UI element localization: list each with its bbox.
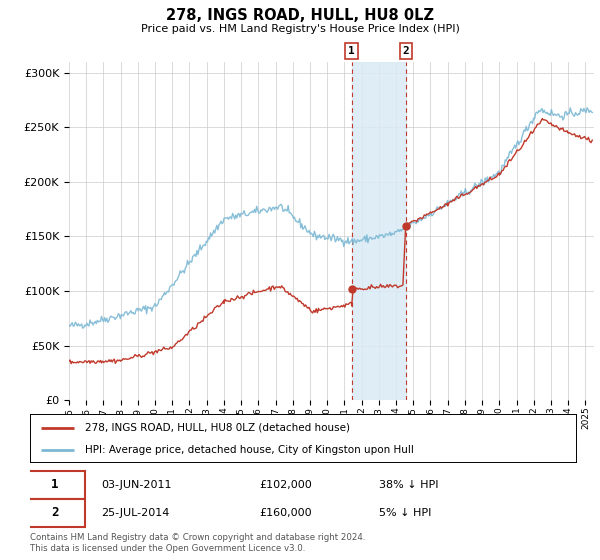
Text: £102,000: £102,000 [259, 480, 312, 490]
Text: 2: 2 [403, 46, 409, 56]
Text: Price paid vs. HM Land Registry's House Price Index (HPI): Price paid vs. HM Land Registry's House … [140, 24, 460, 34]
Text: 03-JUN-2011: 03-JUN-2011 [101, 480, 172, 490]
Text: 2: 2 [51, 506, 58, 520]
Text: 1: 1 [51, 478, 58, 492]
Text: 25-JUL-2014: 25-JUL-2014 [101, 508, 169, 518]
Text: 278, INGS ROAD, HULL, HU8 0LZ: 278, INGS ROAD, HULL, HU8 0LZ [166, 8, 434, 24]
FancyBboxPatch shape [25, 500, 85, 526]
Text: Contains HM Land Registry data © Crown copyright and database right 2024.
This d: Contains HM Land Registry data © Crown c… [30, 533, 365, 553]
Text: 5% ↓ HPI: 5% ↓ HPI [379, 508, 432, 518]
Bar [352, 62, 406, 400]
Text: £160,000: £160,000 [259, 508, 312, 518]
Text: 1: 1 [348, 46, 355, 56]
Text: 278, INGS ROAD, HULL, HU8 0LZ (detached house): 278, INGS ROAD, HULL, HU8 0LZ (detached … [85, 423, 350, 433]
FancyBboxPatch shape [25, 472, 85, 498]
Text: HPI: Average price, detached house, City of Kingston upon Hull: HPI: Average price, detached house, City… [85, 445, 413, 455]
Text: 38% ↓ HPI: 38% ↓ HPI [379, 480, 439, 490]
